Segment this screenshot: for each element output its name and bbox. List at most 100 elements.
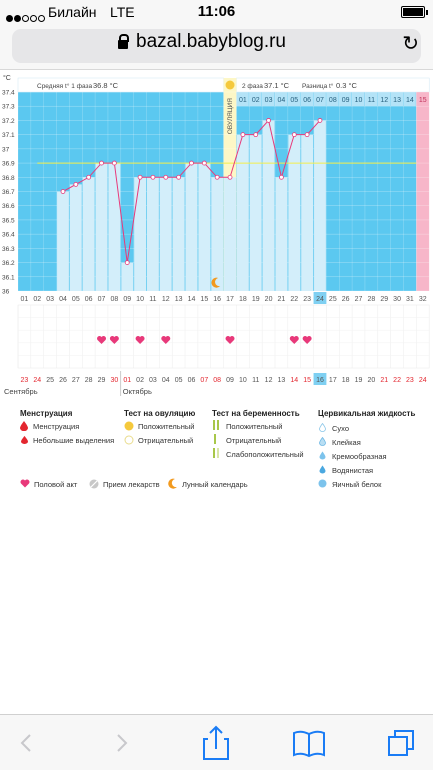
heart-icon [225,336,235,344]
cycle-day-label: 18 [239,296,247,303]
date-label: 09 [226,377,234,384]
cervical-eggwhite-icon [318,479,327,488]
temperature-bar [185,163,198,291]
cycle-day-label: 16 [213,296,221,303]
phase2-day-cell [313,92,326,106]
phase2-day-cell [326,92,339,106]
pill-icon [89,479,99,489]
temperature-point [124,260,130,265]
y-axis-unit: °C [3,74,11,82]
phase2-day-label: 07 [316,97,324,104]
url-text[interactable]: bazal.babyblog.ru [136,31,286,52]
heart-icon [302,336,312,344]
temperature-point [253,132,259,138]
cycle-day-label: 27 [355,296,363,303]
legend-ovulation-test-header: Тест на овуляцию [124,409,196,418]
temperature-bar [82,177,95,291]
cycle-day-label: 15 [200,296,208,303]
phase2-day-cell [287,92,301,106]
phase2-day-cell [364,92,378,106]
month-label-october: Октябрь [123,387,152,396]
legend-cervical-sticky: Клейкая [332,438,361,447]
date-label: 26 [59,377,67,384]
url-field[interactable] [12,29,421,63]
signal-icon [6,9,46,25]
y-tick-label: 37.1 [2,132,15,139]
y-tick-label: 36.3 [2,246,15,253]
pregnancy-negative-icon [214,434,216,444]
phase2-day-cell [390,92,403,106]
bbt-chart: 01 02 03 04 05 06 07 08 09 10 11 12 13 14 15 ОВУЛЯЦИЯ Ср… [2,74,430,396]
temperature-bar [288,134,301,291]
pregnancy-positive-icon [213,420,219,430]
chart-legend: Менструация Менструация Небольшие выделе… [0,400,433,510]
cycle-day-label: 17 [226,296,234,303]
phase2-day-label: 15 [419,97,427,104]
phase2-day-label: 04 [278,97,286,104]
temperature-bar [211,177,224,291]
temperature-point [227,174,233,180]
cervical-watery-icon [319,465,326,474]
temperature-bar [159,177,172,291]
cycle-day-label: 25 [329,296,337,303]
y-tick-label: 36 [2,289,10,296]
pregnancy-weak-icon [213,448,219,458]
temperature-bar [275,177,288,291]
temperature-point [176,174,182,180]
phase2-avg-value: 37.1 °C [264,81,290,90]
forward-icon[interactable] [92,715,152,771]
cycle-day-label: 07 [98,296,106,303]
legend-menstruation: Менструация [33,422,80,431]
date-label: 18 [342,377,350,384]
phase2-day-label: 14 [406,97,414,104]
date-label: 30 [110,377,118,384]
legend-menstruation-header: Менструация [20,409,73,418]
legend-cervical-eggwhite: Яичный белок [332,480,382,489]
date-label: 24 [419,377,427,384]
heart-icon [20,479,30,488]
cycle-day-label: 31 [406,296,414,303]
date-label: 28 [85,377,93,384]
y-tick-label: 36.9 [2,161,15,168]
legend-pregnancy-positive: Положительный [226,422,283,431]
diff-label: Разница t° [302,82,334,90]
cycle-day-label: 24 [316,296,324,303]
date-label: 21 [380,377,388,384]
month-label-september: Сентябрь [4,387,38,396]
date-label: 01 [123,377,131,384]
date-label: 14 [290,377,298,384]
legend-medication: Прием лекарств [103,480,160,489]
cycle-day-label: 28 [367,296,375,303]
phase2-day-cell [275,92,288,106]
back-icon[interactable] [0,715,60,771]
temperature-bar [147,177,159,291]
tabs-icon[interactable] [372,715,432,771]
y-tick-label: 36.6 [2,203,15,210]
temperature-bar [262,120,275,291]
date-label: 20 [367,377,375,384]
phase2-day-cell [403,92,416,106]
heart-icon [97,336,107,344]
bookmarks-icon[interactable] [279,715,339,771]
date-label: 27 [72,377,80,384]
cycle-end-column [416,92,430,291]
share-icon[interactable] [186,715,246,771]
cycle-day-label: 09 [123,296,131,303]
cycle-day-label: 12 [162,296,170,303]
temperature-bar [301,134,314,291]
diff-value: 0.3 °C [336,81,358,90]
date-label: 07 [200,377,208,384]
temperature-point [201,160,207,166]
reload-icon[interactable]: ↻ [402,33,419,55]
cycle-day-label: 30 [393,296,401,303]
current-day-highlight [313,292,327,304]
phase2-day-label: 03 [265,97,273,104]
temperature-point [240,132,246,138]
temperature-point [60,189,66,194]
temperature-point [111,160,117,166]
blood-drop-icon [20,421,28,431]
phase2-day-cell [300,92,314,106]
date-label: 24 [33,377,41,384]
legend-pregnancy-test-header: Тест на беременность [212,409,300,418]
y-tick-label: 36.8 [2,175,15,182]
